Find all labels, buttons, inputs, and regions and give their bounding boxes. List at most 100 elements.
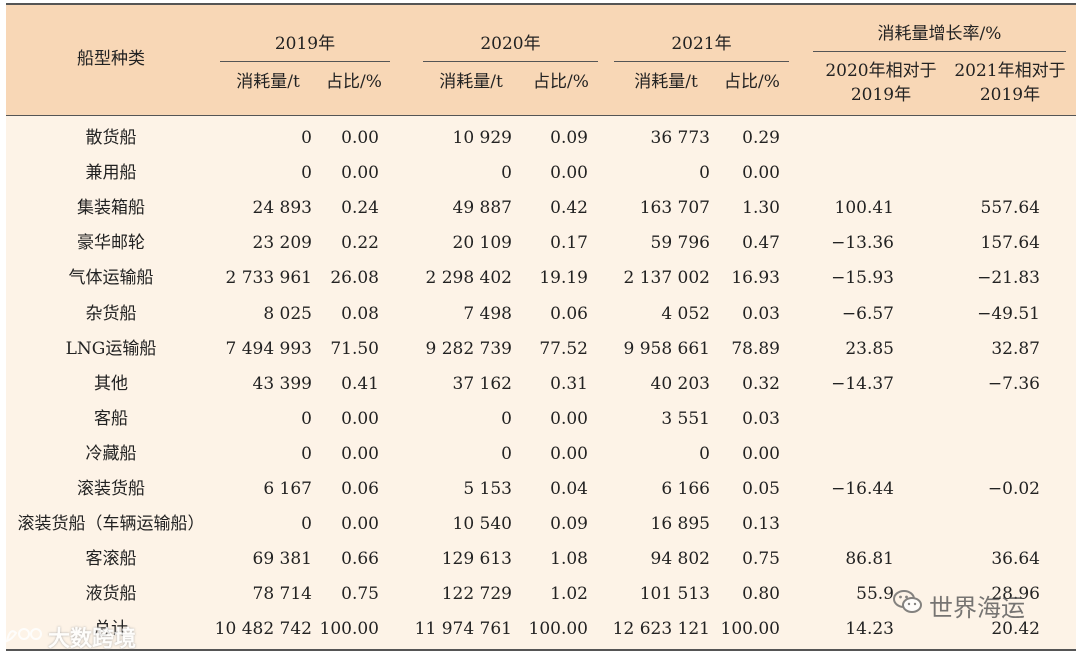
cell-ship-type: LNG运输船 bbox=[65, 338, 157, 359]
cell-growth-2021: 36.64 bbox=[991, 549, 1040, 570]
group-rule-growth bbox=[813, 51, 1066, 52]
header-growth-2021-line1: 2021年相对于 bbox=[954, 61, 1066, 81]
table-bottom-rule bbox=[6, 649, 1076, 651]
table-row: 集装箱船 24 893 0.24 49 887 0.42 163 707 1.30 100.4… bbox=[6, 191, 1076, 226]
cell-share-2020: 0.09 bbox=[550, 514, 588, 535]
cell-share-2020: 1.08 bbox=[550, 549, 588, 570]
cell-share-2020: 100.00 bbox=[528, 619, 588, 640]
watermark-wechat: 世界海运 bbox=[893, 588, 1025, 622]
cell-share-2019: 0.24 bbox=[341, 198, 379, 219]
cell-consumption-2020: 0 bbox=[501, 163, 512, 184]
watermark-brand: 大数跨境 bbox=[4, 622, 136, 652]
table-top-rule bbox=[6, 3, 1076, 5]
cell-share-2020: 0.00 bbox=[550, 163, 588, 184]
cell-growth-2021: 32.87 bbox=[991, 338, 1040, 359]
cell-consumption-2021: 59 796 bbox=[650, 233, 710, 254]
table-row: 滚装货船 6 167 0.06 5 153 0.04 6 166 0.05 −16.44 −0.… bbox=[6, 472, 1076, 507]
cell-share-2020: 0.31 bbox=[550, 373, 588, 394]
cell-share-2019: 0.08 bbox=[341, 303, 379, 324]
watermark-right-text: 世界海运 bbox=[929, 593, 1025, 622]
cell-consumption-2021: 4 052 bbox=[661, 303, 710, 324]
cell-consumption-2020: 20 109 bbox=[452, 233, 512, 254]
cell-share-2021: 16.93 bbox=[731, 268, 780, 289]
cell-growth-2021: 28.96 bbox=[991, 584, 1040, 605]
cell-ship-type: 滚装货船 bbox=[77, 479, 145, 499]
cell-consumption-2020: 0 bbox=[501, 443, 512, 464]
table-header-background bbox=[6, 3, 1076, 115]
cell-consumption-2020: 122 729 bbox=[441, 584, 512, 605]
cell-consumption-2019: 23 209 bbox=[252, 233, 312, 254]
cell-consumption-2019: 24 893 bbox=[252, 198, 312, 219]
cell-ship-type: 散货船 bbox=[85, 128, 137, 148]
cell-growth-2021: −21.83 bbox=[977, 268, 1040, 289]
table-row: 客船 0 0.00 0 0.00 3 551 0.03 bbox=[6, 402, 1076, 437]
cell-consumption-2019: 69 381 bbox=[252, 549, 312, 570]
cell-growth-2020: 55.9 bbox=[856, 584, 894, 605]
cell-consumption-2021: 163 707 bbox=[639, 198, 710, 219]
header-consumption-2021: 消耗量/t bbox=[634, 72, 698, 92]
ship-fuel-consumption-table: 船型种类 2019年 2020年 2021年 消耗量增长率/% 消耗量/t 占比… bbox=[6, 3, 1076, 651]
header-share-2020: 占比/% bbox=[533, 72, 589, 92]
table-header-rule bbox=[6, 115, 1076, 116]
cell-ship-type: 滚装货船（车辆运输船） bbox=[17, 514, 205, 535]
table-row: 其他 43 399 0.41 37 162 0.31 40 203 0.32 −14.37 −7… bbox=[6, 367, 1076, 402]
cell-share-2020: 77.52 bbox=[539, 338, 588, 359]
cell-consumption-2021: 0 bbox=[699, 163, 710, 184]
header-growth-2020-line1: 2020年相对于 bbox=[825, 61, 937, 81]
watermark-left-text: 大数跨境 bbox=[48, 627, 137, 652]
table-body-background bbox=[6, 115, 1076, 651]
cell-consumption-2019: 10 482 742 bbox=[214, 619, 312, 640]
cell-consumption-2021: 12 623 121 bbox=[612, 619, 710, 640]
cell-consumption-2019: 0 bbox=[301, 443, 312, 464]
cell-ship-type: 兼用船 bbox=[85, 163, 137, 184]
cell-consumption-2020: 129 613 bbox=[441, 549, 512, 570]
cell-growth-2021: −7.36 bbox=[987, 373, 1040, 394]
cell-growth-2021: 157.64 bbox=[980, 233, 1040, 254]
cell-share-2020: 0.42 bbox=[550, 198, 588, 219]
header-growth-2021: 2021年相对于 2019年 bbox=[944, 59, 1076, 107]
cell-share-2021: 78.89 bbox=[731, 338, 780, 359]
header-growth-group: 消耗量增长率/% bbox=[877, 24, 1002, 44]
cell-share-2019: 100.00 bbox=[319, 619, 379, 640]
header-growth-2020-line2: 2019年 bbox=[850, 85, 912, 105]
cell-share-2019: 0.00 bbox=[341, 128, 379, 148]
cell-growth-2021: −0.02 bbox=[987, 479, 1040, 499]
cell-share-2021: 100.00 bbox=[720, 619, 780, 640]
cell-ship-type: 客滚船 bbox=[85, 549, 137, 570]
table-row: 气体运输船 2 733 961 26.08 2 298 402 19.19 2 137 0… bbox=[6, 261, 1076, 296]
cell-consumption-2020: 11 974 761 bbox=[414, 619, 512, 640]
cell-consumption-2020: 5 153 bbox=[463, 479, 512, 499]
table-row: LNG运输船 7 494 993 71.50 9 282 739 77.52 9 958 … bbox=[6, 332, 1076, 367]
header-growth-2021-line2: 2019年 bbox=[979, 85, 1041, 105]
table-row: 滚装货船（车辆运输船） 0 0.00 10 540 0.09 16 895 0.13 bbox=[6, 507, 1076, 542]
cell-ship-type: 其他 bbox=[94, 373, 128, 394]
cell-share-2019: 0.00 bbox=[341, 514, 379, 535]
cell-consumption-2021: 3 551 bbox=[661, 408, 710, 429]
cell-share-2021: 0.03 bbox=[742, 408, 780, 429]
cell-share-2020: 1.02 bbox=[550, 584, 588, 605]
header-year-2021: 2021年 bbox=[671, 34, 732, 54]
cell-growth-2020: 23.85 bbox=[845, 338, 894, 359]
cell-consumption-2020: 49 887 bbox=[452, 198, 512, 219]
cell-ship-type: 豪华邮轮 bbox=[77, 233, 145, 254]
cell-share-2020: 0.09 bbox=[550, 128, 588, 148]
cell-consumption-2019: 43 399 bbox=[252, 373, 312, 394]
table-row: 散货船 0 0.00 10 929 0.09 36 773 0.29 bbox=[6, 121, 1076, 156]
cell-consumption-2021: 40 203 bbox=[650, 373, 710, 394]
cell-share-2019: 0.41 bbox=[341, 373, 379, 394]
cell-consumption-2019: 0 bbox=[301, 514, 312, 535]
cell-share-2019: 0.00 bbox=[341, 443, 379, 464]
cell-share-2021: 0.80 bbox=[742, 584, 780, 605]
cell-consumption-2019: 0 bbox=[301, 163, 312, 184]
table-row: 总计 10 482 742 100.00 11 974 761 100.00 12 623… bbox=[6, 612, 1076, 647]
cell-growth-2020: −15.93 bbox=[831, 268, 894, 289]
cell-consumption-2020: 2 298 402 bbox=[425, 268, 512, 289]
table-row: 兼用船 0 0.00 0 0.00 0 0.00 bbox=[6, 156, 1076, 191]
cell-consumption-2020: 37 162 bbox=[452, 373, 512, 394]
cell-consumption-2021: 94 802 bbox=[650, 549, 710, 570]
cell-ship-type: 气体运输船 bbox=[68, 268, 154, 289]
header-share-2021: 占比/% bbox=[724, 72, 780, 92]
cell-consumption-2021: 0 bbox=[699, 443, 710, 464]
cell-share-2021: 0.29 bbox=[742, 128, 780, 148]
table-row: 液货船 78 714 0.75 122 729 1.02 101 513 0.80 55.9 2… bbox=[6, 577, 1076, 612]
